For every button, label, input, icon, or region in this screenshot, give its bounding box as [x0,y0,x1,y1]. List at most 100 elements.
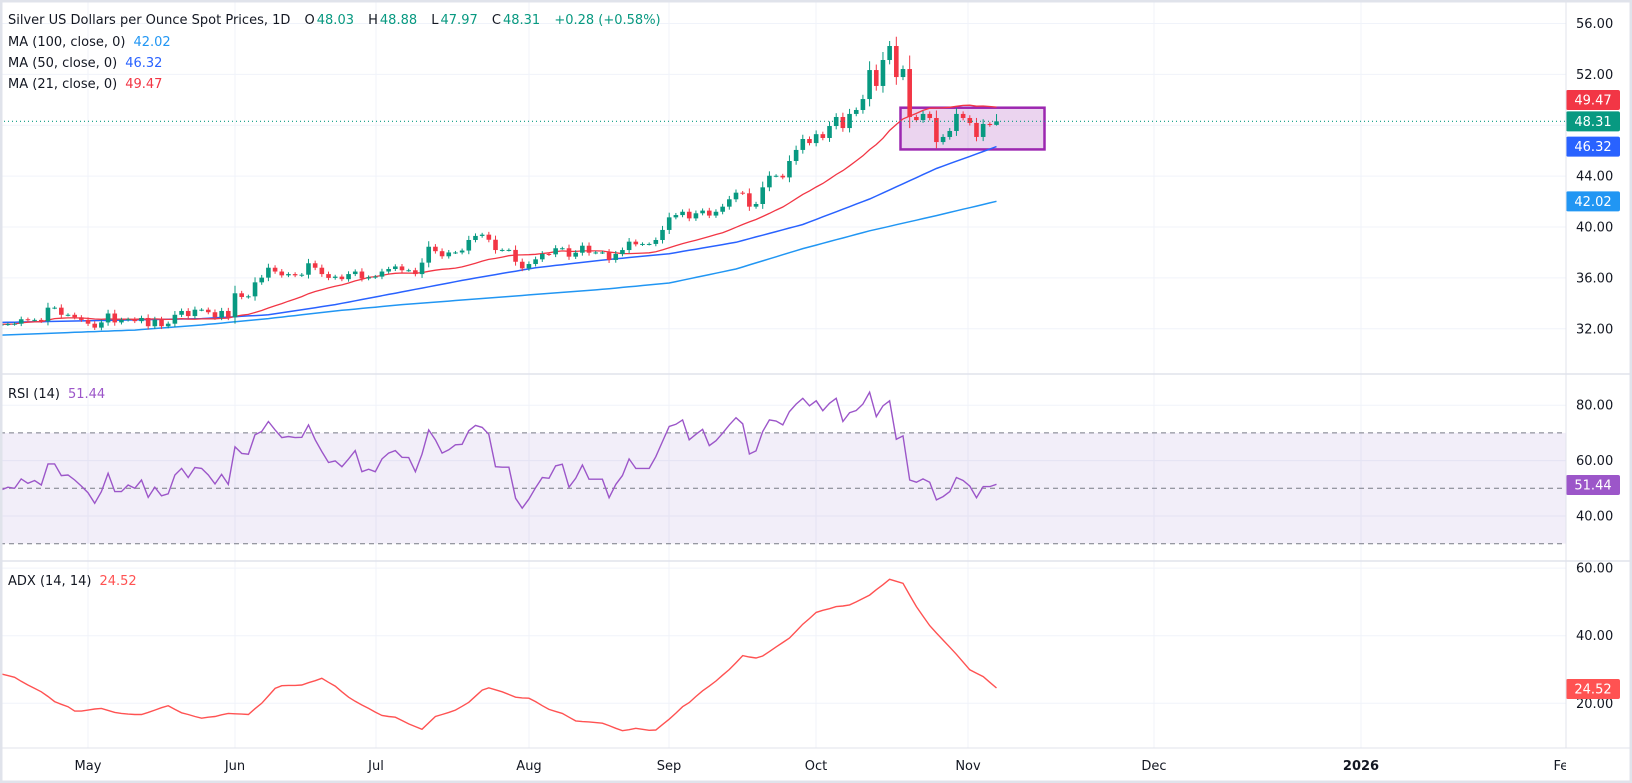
candle-body [693,213,699,219]
candle-body [279,271,285,276]
candle [987,122,993,127]
price-tick-label: 44.00 [1576,170,1613,185]
candle-body [399,266,405,271]
candle-body [192,309,198,317]
ma50-label: MA (50, close, 0) [8,56,118,71]
candle [700,208,705,216]
candle-body [947,130,953,137]
candle [827,121,832,142]
candle [519,258,525,272]
legend-ma50[interactable]: MA (50, close, 0) 46.32 [8,56,164,72]
candle [499,248,505,252]
candle-body [205,309,211,313]
candle-body [372,276,378,278]
ma100-line [1,200,997,336]
adx-tick-label: 60.00 [1576,562,1613,577]
candle [299,273,305,278]
candle-body [119,319,124,323]
candle-body [713,211,719,216]
candle [152,316,158,330]
ma50-price-label-bg [1566,136,1620,157]
candle-body [673,215,679,218]
candle-body [539,253,545,260]
change-value: +0.28 (+0.58%) [554,13,661,28]
candle [767,171,772,192]
rsi-tick-label: 40.00 [1576,510,1613,525]
candle [753,201,759,209]
ma21-label: MA (21, close, 0) [8,77,118,92]
candle [626,238,632,254]
candle [145,314,151,330]
candle-body [960,113,966,119]
candle [800,134,806,154]
time-tick-label: Aug [516,759,541,774]
candle-body [292,274,298,276]
candle-body [239,293,244,297]
candle [880,51,886,93]
candle [339,274,345,282]
candle [713,209,719,218]
candle [346,271,351,282]
candle [99,319,104,331]
legend-ma21[interactable]: MA (21, close, 0) 49.47 [8,77,164,93]
candle [787,155,792,183]
candle [740,190,745,195]
candle [65,313,71,317]
candle [873,64,879,91]
candle-body [479,234,485,236]
candle-body [439,251,445,257]
time-axis[interactable]: May Jun Jul Aug Sep Oct Nov Dec 2026 Feb [75,759,1577,774]
ma21-price-label-bg [1566,90,1620,110]
candle-body [219,310,224,318]
candle [813,130,819,147]
candle-body [727,199,732,207]
rsi-label: RSI (14) [8,387,60,402]
candle [433,244,438,254]
candle [85,317,91,326]
candle [105,309,111,326]
candle-body [560,248,565,250]
candle-body [85,319,91,324]
price-tick-label: 40.00 [1576,221,1613,236]
legend-ma100[interactable]: MA (100, close, 0) 42.02 [8,35,173,51]
candle [479,232,485,238]
candle-body [827,126,832,138]
adx-tick-label: 20.00 [1576,697,1613,712]
candle [306,258,311,279]
candle [633,239,639,247]
candle-body [820,134,826,138]
price-tick-label: 56.00 [1576,17,1613,32]
candle-body [326,274,331,278]
high-value: 48.88 [379,13,418,28]
candle-body [38,319,44,322]
candle-body [72,314,77,318]
candle [840,112,846,132]
candle [466,235,472,255]
candle [666,212,672,234]
candle [673,212,679,220]
candle [352,269,358,277]
candle-body [232,293,238,318]
legend-rsi[interactable]: RSI (14) 51.44 [8,387,107,403]
candle-body [780,175,786,178]
price-tick-label: 36.00 [1576,271,1613,286]
legend-symbol-row[interactable]: Silver US Dollars per Ounce Spot Prices,… [8,13,663,29]
adx-label: ADX (14, 14) [8,574,92,589]
candle [773,174,779,178]
ma100-price-label: 42.02 [1574,195,1611,210]
symbol-title: Silver US Dollars per Ounce Spot Prices,… [8,13,291,28]
axes[interactable]: 56.00 52.00 44.00 40.00 36.00 32.00 80.00 60.00… [75,0,1632,783]
last-price-label: 48.31 [1574,115,1611,130]
candle-body [847,113,852,129]
candle-body [132,319,138,322]
candle [820,131,826,141]
candle [239,290,244,300]
legend-adx[interactable]: ADX (14, 14) 24.52 [8,574,139,590]
candle-body [139,317,144,322]
candle [686,208,692,222]
candle [426,241,432,268]
candle [406,268,411,272]
candle [780,173,786,180]
